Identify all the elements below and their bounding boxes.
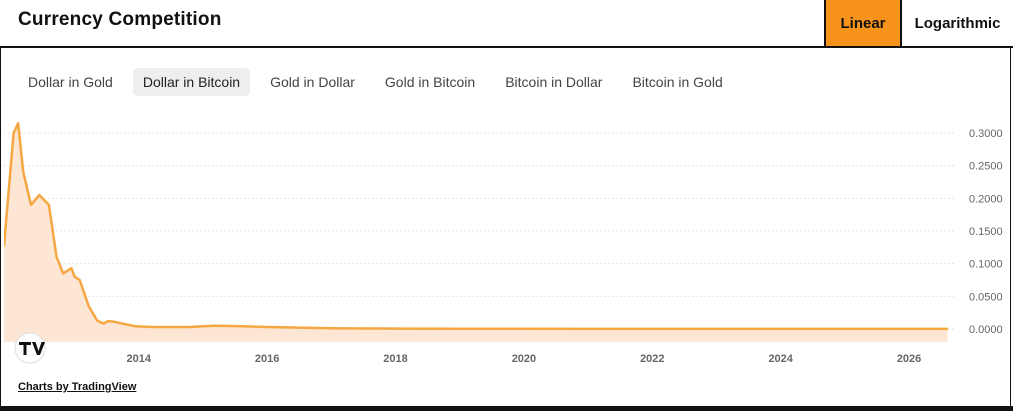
series-area — [4, 122, 949, 342]
series-line — [4, 122, 948, 331]
data-point — [715, 328, 718, 330]
data-point — [102, 323, 105, 325]
data-point — [780, 328, 782, 330]
data-point — [122, 323, 124, 325]
x-tick-label: 2016 — [255, 353, 279, 365]
x-tick-label: 2024 — [768, 353, 793, 365]
tradingview-logo-icon[interactable] — [14, 332, 46, 364]
data-point — [74, 276, 76, 278]
data-point — [96, 319, 98, 322]
tab-dollar-in-gold[interactable]: Dollar in Gold — [28, 74, 113, 90]
data-point — [4, 245, 5, 247]
x-tick-label: 2020 — [512, 353, 536, 365]
data-point — [215, 325, 217, 327]
header-bar: Currency Competition Linear Logarithmic — [0, 0, 1013, 48]
data-point — [113, 321, 115, 323]
data-point — [22, 171, 24, 173]
y-tick-label: 0.2000 — [969, 193, 1003, 205]
data-point — [88, 305, 90, 307]
data-point — [266, 326, 268, 328]
chart-area[interactable]: 0.3000 0.2500 0.2000 0.1500 0.1000 0.0500 0.00… — [4, 120, 1010, 380]
tab-dollar-in-bitcoin[interactable]: Dollar in Bitcoin — [132, 68, 251, 96]
data-point — [135, 325, 137, 327]
linear-scale-label: Linear — [840, 14, 886, 32]
y-tick-label: 0.1500 — [969, 226, 1003, 238]
data-point — [651, 328, 653, 330]
data-point — [459, 328, 461, 330]
bottom-border — [0, 406, 1013, 411]
data-point — [170, 326, 172, 328]
y-tick-label: 0.1000 — [969, 259, 1003, 271]
data-point — [908, 328, 910, 330]
y-axis-ticks: 0.3000 0.2500 0.2000 0.1500 0.1000 0.0500 0.00… — [969, 128, 1003, 336]
data-point — [947, 328, 949, 330]
data-point — [523, 328, 525, 330]
data-point — [13, 132, 15, 134]
pair-tabs: Dollar in Gold Dollar in Bitcoin Gold in… — [18, 68, 743, 96]
data-point — [189, 326, 191, 328]
x-tick-label: 2018 — [383, 353, 407, 365]
data-point — [48, 204, 50, 206]
tab-bitcoin-in-dollar[interactable]: Bitcoin in Dollar — [505, 74, 603, 90]
data-point — [17, 122, 19, 124]
y-tick-label: 0.0500 — [969, 291, 1003, 303]
data-point — [151, 326, 153, 328]
x-tick-label: 2022 — [640, 353, 664, 365]
tab-gold-in-bitcoin[interactable]: Gold in Bitcoin — [384, 74, 476, 90]
data-point — [395, 328, 397, 330]
y-tick-label: 0.2500 — [969, 161, 1003, 173]
tab-bitcoin-in-gold[interactable]: Bitcoin in Gold — [632, 74, 723, 90]
data-point — [844, 328, 846, 330]
data-point — [38, 194, 40, 196]
series-area-fill — [4, 123, 948, 342]
tradingview-attribution-link[interactable]: Charts by TradingView — [18, 381, 137, 393]
data-point — [298, 327, 300, 329]
logarithmic-scale-button[interactable]: Logarithmic — [900, 0, 1013, 46]
linear-scale-button[interactable]: Linear — [824, 0, 900, 46]
data-point — [62, 272, 64, 274]
logarithmic-scale-label: Logarithmic — [914, 14, 1001, 32]
data-point — [330, 327, 332, 329]
y-tick-label: 0.0000 — [969, 324, 1003, 336]
page-title: Currency Competition — [18, 9, 222, 30]
data-point — [56, 256, 58, 258]
price-chart[interactable]: 0.3000 0.2500 0.2000 0.1500 0.1000 0.0500 0.00… — [4, 120, 1010, 380]
data-point — [107, 320, 109, 322]
x-axis-ticks: 2014 2016 2018 2020 2022 2024 2026 — [127, 353, 922, 365]
x-tick-label: 2014 — [127, 353, 152, 365]
y-tick-label: 0.3000 — [969, 128, 1003, 140]
data-point — [202, 325, 204, 327]
data-point — [79, 279, 81, 281]
data-point — [240, 325, 243, 327]
data-point — [587, 328, 589, 330]
tab-gold-in-dollar[interactable]: Gold in Dollar — [270, 74, 355, 90]
grid-lines — [4, 132, 954, 330]
data-point — [70, 267, 72, 269]
x-tick-label: 2026 — [897, 353, 921, 365]
data-point — [30, 204, 32, 206]
data-point — [362, 327, 365, 330]
